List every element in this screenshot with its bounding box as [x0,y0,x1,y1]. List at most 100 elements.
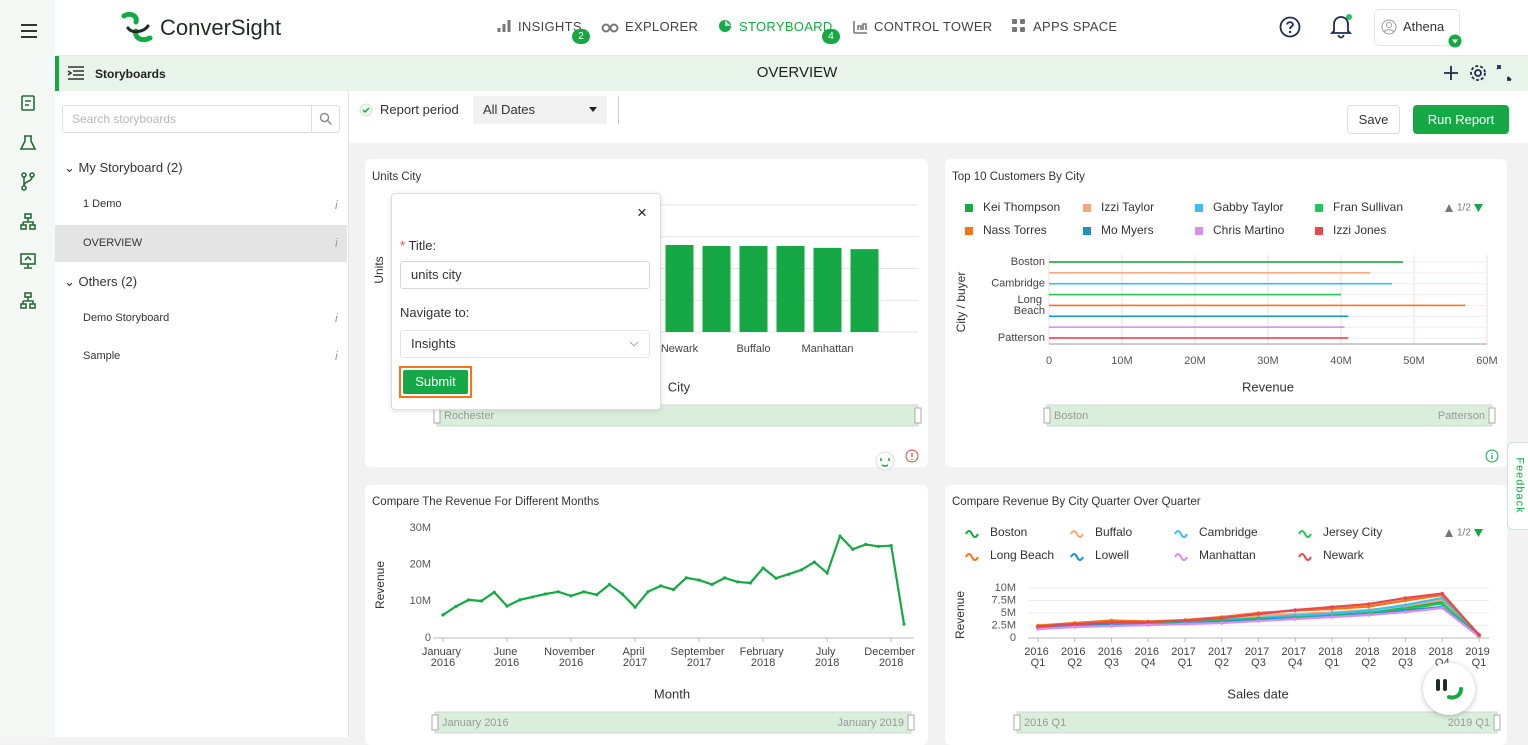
y-tick-label: Long Beach [1014,294,1045,317]
legend-label: Fran Sullivan [1333,200,1403,214]
brand-name[interactable]: ConverSight [160,15,282,40]
storyboard-item[interactable]: 1 Demo [83,198,122,210]
legend-marker [1195,227,1203,235]
info-icon[interactable]: i [335,349,338,363]
close-button[interactable]: × [637,203,647,222]
x-tick-label: 2017 Q4 [1281,646,1309,669]
run-report-button[interactable] [1413,105,1509,134]
legend-label: Newark [1323,548,1365,562]
range-slider [1046,404,1493,427]
help-icon[interactable] [1279,16,1301,38]
legend-label: Izzi Taylor [1101,200,1154,214]
x-tick-label: 2018 Q2 [1355,646,1383,669]
rail-icons[interactable] [19,94,37,314]
nav-tab[interactable]: INSIGHTS [518,19,582,34]
storyboard-item[interactable]: Sample [83,350,121,362]
bar [813,247,842,332]
point [1109,624,1114,628]
legend-label: Boston [990,525,1027,539]
point [1440,606,1445,610]
x-tick-label: 50M [1403,355,1424,367]
user-dropdown[interactable] [1448,34,1462,48]
legend-marker [1083,204,1091,212]
section-title: Storyboards [95,67,166,81]
x-tick-label: Buffalo [736,343,770,355]
bot-icon[interactable] [875,451,895,471]
nav-tab[interactable]: CONTROL TOWER [874,19,993,34]
nav-tab[interactable]: APPS SPACE [1033,19,1118,34]
legend-marker [965,204,973,212]
legend-next [1474,204,1483,212]
point [1146,623,1151,627]
submit-button[interactable] [403,370,468,394]
point [1366,608,1371,613]
menu-icon[interactable] [19,22,39,40]
storyboard-item[interactable]: OVERVIEW [83,237,143,249]
feedback-label: Feedback [1513,457,1526,514]
notification-icon[interactable] [1329,13,1353,39]
save-button[interactable] [1347,105,1400,134]
point [659,584,663,588]
legend-label: Chris Martino [1213,223,1285,237]
navigate-value: Insights [411,336,456,351]
info-icon[interactable] [1485,449,1499,463]
bar [1049,261,1404,263]
report-period-check[interactable] [359,103,373,117]
storyboard-item-selected[interactable] [55,225,347,262]
legend-marker [1195,204,1203,212]
legend-label: Manhattan [1199,548,1256,562]
bar [1049,282,1393,285]
point [518,598,522,602]
select-arrow [629,341,639,347]
group-name: My Storyboard (2) [78,160,183,175]
submit-focus-ring [399,366,472,398]
page-title: OVERVIEW [756,64,838,81]
bar [1049,315,1349,318]
top-bar [55,0,1528,56]
chart-title: Compare Revenue By City Quarter Over Qua… [952,496,1201,508]
point [710,582,714,587]
group-label[interactable]: ⌄ My Storyboard (2) [64,161,183,174]
info-icon[interactable]: i [335,311,338,325]
header-actions[interactable] [1442,64,1514,82]
slider-label: 2019 Q1 [1448,717,1490,729]
legend-next [1474,529,1483,537]
point [1440,591,1445,596]
search-box[interactable] [62,105,340,133]
point [1477,633,1481,637]
point [1330,611,1334,616]
point [633,605,637,609]
storyboard-item[interactable]: Demo Storyboard [83,312,170,324]
storyboards-toggle[interactable] [67,66,85,80]
brand-logo[interactable] [120,12,156,42]
run-report-label: Run Report [1427,112,1495,127]
bar [850,249,879,332]
legend-label: Izzi Jones [1333,223,1386,237]
info-icon[interactable] [905,449,919,463]
chat-bot-button[interactable] [1423,663,1475,715]
legend-label: Mo Myers [1101,223,1154,237]
navigate-select[interactable] [400,330,650,358]
point [607,582,612,587]
submit-label: Submit [415,374,456,389]
period-select[interactable] [473,96,607,124]
navigate-label: Navigate to: [400,305,470,320]
search-icon[interactable] [319,112,333,126]
info-icon[interactable]: i [335,198,338,212]
point [620,592,624,596]
x-tick-label: November 2016 [544,646,598,669]
point [1072,625,1077,629]
legend-marker [1174,553,1188,561]
point [1219,621,1224,625]
x-tick-label: December 2018 [864,646,918,669]
point [723,576,727,580]
info-icon[interactable]: i [335,236,338,250]
feedback-tab[interactable] [1507,442,1528,530]
nav-tab[interactable]: EXPLORER [625,19,699,34]
group-label[interactable]: ⌄ Others (2) [64,275,137,288]
legend-marker [965,530,979,538]
x-tick-label: 2016 Q1 [1024,646,1052,669]
nav-tab-active[interactable]: STORYBOARD [739,19,833,34]
x-tick-label: 2016 Q4 [1134,646,1162,669]
title-input[interactable] [400,261,650,289]
